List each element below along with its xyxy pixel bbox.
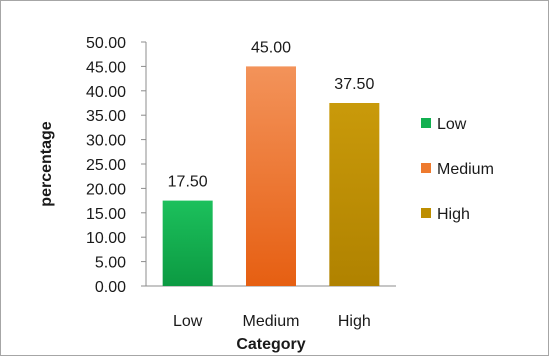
y-tick-label: 25.00 — [86, 157, 126, 174]
legend-swatch-high — [421, 208, 431, 218]
bar-medium — [246, 66, 296, 287]
data-label-high: 37.50 — [334, 76, 374, 93]
y-tick-label: 20.00 — [86, 181, 126, 198]
legend-label-medium: Medium — [437, 161, 494, 178]
y-ticks: 0.00 5.00 10.00 15.00 20.00 25.00 30.00 35.00 40… — [86, 35, 146, 296]
bar-low — [162, 200, 213, 286]
y-tick-label: 35.00 — [86, 108, 126, 125]
bar-high — [329, 103, 380, 286]
y-tick-label: 30.00 — [86, 133, 126, 150]
bars — [162, 66, 380, 287]
x-tick-label: Medium — [243, 313, 300, 330]
data-label-low: 17.50 — [168, 174, 208, 191]
legend: Low Medium High — [421, 116, 494, 223]
x-ticks: Low Medium High — [173, 313, 371, 330]
y-tick-label: 15.00 — [86, 206, 126, 223]
x-axis-title: Category — [236, 336, 305, 353]
y-tick-label: 45.00 — [86, 59, 126, 76]
legend-swatch-low — [421, 118, 431, 128]
y-tick-label: 40.00 — [86, 84, 126, 101]
x-tick-label: High — [338, 313, 371, 330]
x-tick-label: Low — [173, 313, 203, 330]
data-labels: 17.50 45.00 37.50 — [168, 39, 375, 190]
y-tick-label: 50.00 — [86, 35, 126, 52]
legend-label-low: Low — [437, 116, 467, 133]
legend-label-high: High — [437, 206, 470, 223]
legend-swatch-medium — [421, 163, 431, 173]
data-label-medium: 45.00 — [251, 39, 291, 56]
y-tick-label: 5.00 — [95, 255, 126, 272]
y-axis-title: percentage — [38, 121, 55, 206]
y-tick-label: 0.00 — [95, 279, 126, 296]
y-tick-label: 10.00 — [86, 230, 126, 247]
